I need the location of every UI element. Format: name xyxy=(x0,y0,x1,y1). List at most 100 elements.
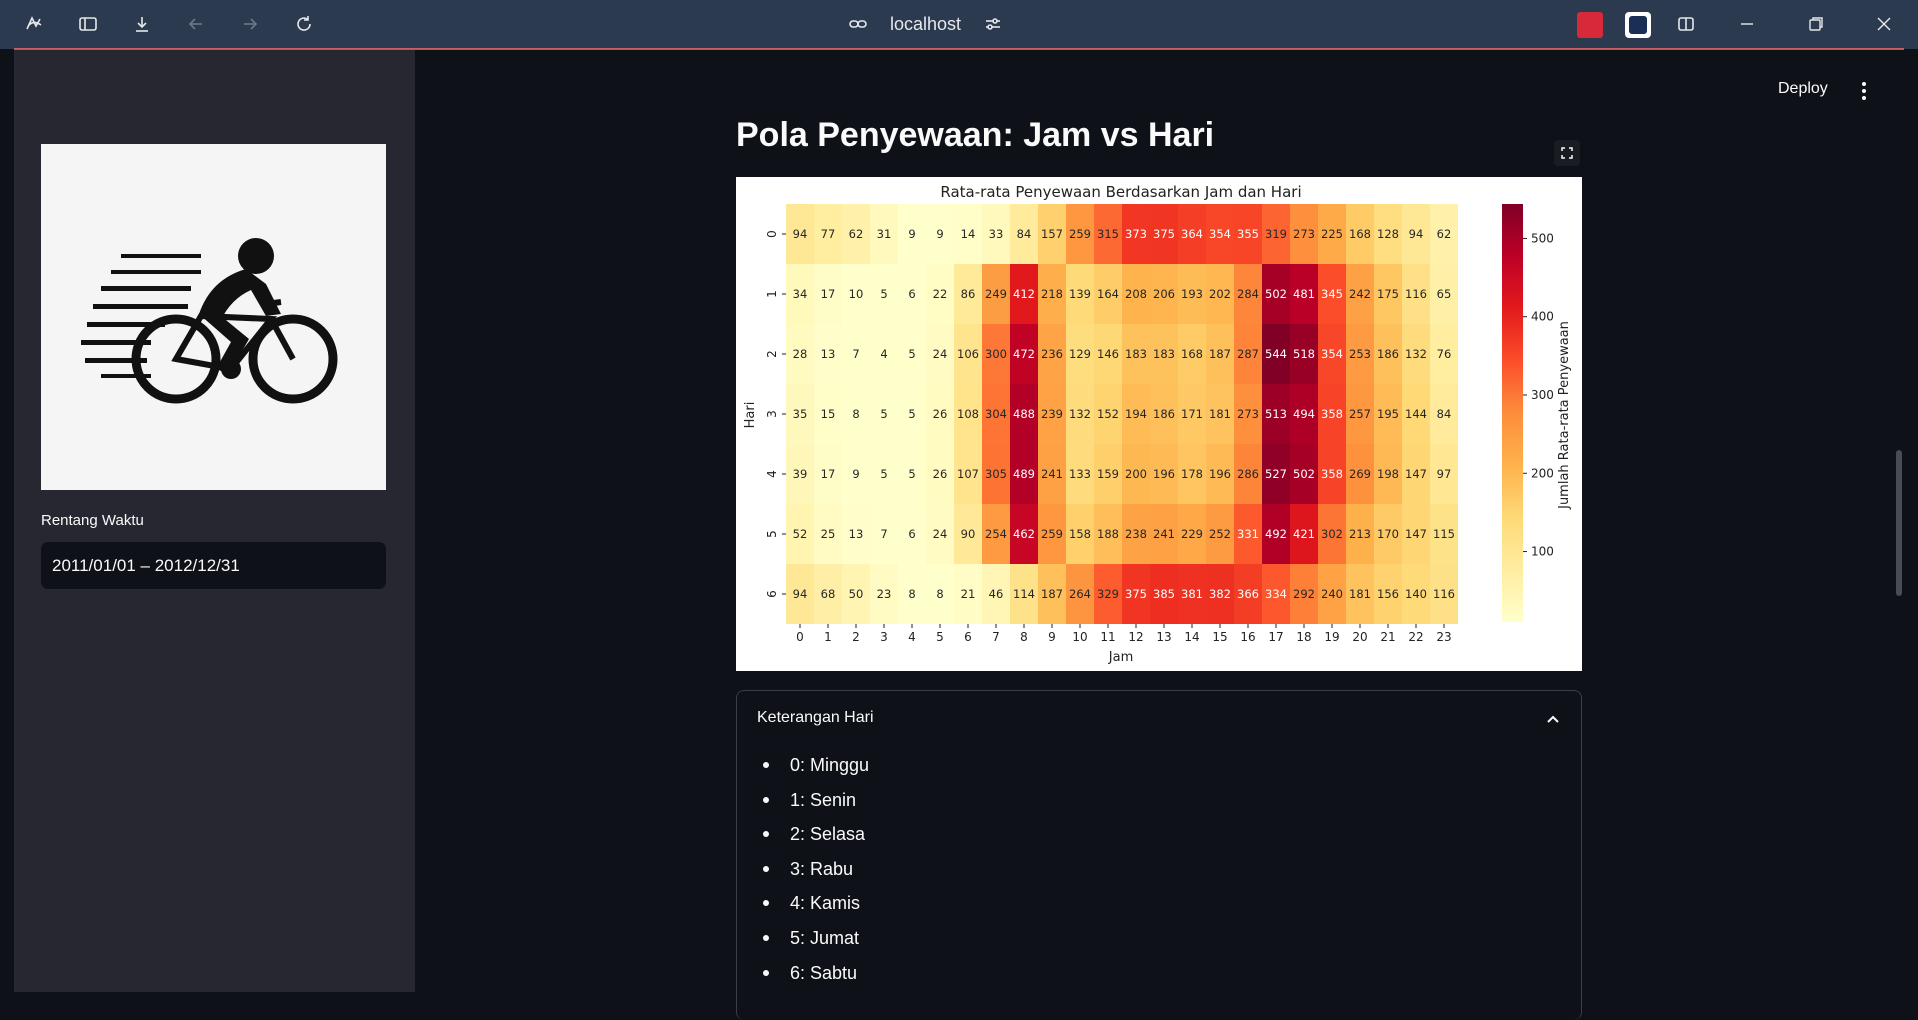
cell-value-label: 502 xyxy=(1293,467,1315,481)
heatmap-cell xyxy=(786,504,814,564)
heatmap-cell xyxy=(870,264,898,324)
forward-icon[interactable] xyxy=(236,10,264,38)
cell-value-label: 77 xyxy=(821,227,836,241)
extension-dark-icon[interactable] xyxy=(1625,12,1651,38)
cell-value-label: 329 xyxy=(1097,587,1119,601)
heatmap-cell xyxy=(982,324,1010,384)
cell-value-label: 544 xyxy=(1265,347,1287,361)
heatmap-cell xyxy=(1290,384,1318,444)
heatmap-cell xyxy=(1318,204,1346,264)
heatmap-cell xyxy=(1122,504,1150,564)
cell-value-label: 4 xyxy=(880,347,887,361)
cell-value-label: 358 xyxy=(1321,407,1343,421)
heatmap-cell xyxy=(1234,264,1262,324)
x-tick-label: 3 xyxy=(880,630,888,644)
sidebar-toggle-icon[interactable] xyxy=(74,10,102,38)
cell-value-label: 194 xyxy=(1125,407,1147,421)
heatmap-cell xyxy=(954,204,982,264)
loading-accent-line xyxy=(14,48,1904,50)
cell-value-label: 168 xyxy=(1181,347,1203,361)
heatmap-cell xyxy=(1290,264,1318,324)
cell-value-label: 5 xyxy=(880,287,887,301)
cell-value-label: 108 xyxy=(957,407,979,421)
heatmap-cell xyxy=(1122,324,1150,384)
reload-icon[interactable] xyxy=(290,10,318,38)
cell-value-label: 17 xyxy=(821,467,836,481)
heatmap-cell xyxy=(1402,324,1430,384)
url-text[interactable]: localhost xyxy=(890,13,962,34)
heatmap-cell xyxy=(1010,504,1038,564)
heatmap-cell xyxy=(954,264,982,324)
cell-value-label: 7 xyxy=(852,347,859,361)
heatmap-cell xyxy=(1430,264,1458,324)
cell-value-label: 9 xyxy=(852,467,859,481)
cell-value-label: 241 xyxy=(1041,467,1063,481)
main-menu-icon[interactable] xyxy=(1854,80,1874,102)
extension-red-icon[interactable] xyxy=(1577,12,1603,38)
cell-value-label: 5 xyxy=(908,407,915,421)
cell-value-label: 94 xyxy=(793,587,808,601)
heatmap-cell xyxy=(1290,444,1318,504)
cell-value-label: 10 xyxy=(849,287,864,301)
heatmap-cell xyxy=(954,324,982,384)
cell-value-label: 373 xyxy=(1125,227,1147,241)
heatmap-cell xyxy=(870,444,898,504)
heatmap-cell xyxy=(1094,324,1122,384)
cell-value-label: 502 xyxy=(1265,287,1287,301)
heatmap-cell xyxy=(1234,324,1262,384)
date-range-label: Rentang Waktu xyxy=(41,512,144,529)
cell-value-label: 97 xyxy=(1437,467,1452,481)
heatmap-cell xyxy=(1318,324,1346,384)
browser-logo-icon[interactable] xyxy=(20,10,48,38)
cell-value-label: 24 xyxy=(933,527,948,541)
cell-value-label: 147 xyxy=(1405,527,1427,541)
chevron-up-icon[interactable] xyxy=(1543,709,1563,729)
date-range-input[interactable]: 2011/01/01 – 2012/12/31 xyxy=(41,542,386,589)
cell-value-label: 13 xyxy=(821,347,836,361)
heatmap-cell xyxy=(1234,444,1262,504)
close-icon[interactable] xyxy=(1864,10,1904,38)
heatmap-cell xyxy=(1346,384,1374,444)
browser-toolbar: localhost xyxy=(0,0,1918,49)
heatmap-cell xyxy=(842,324,870,384)
heatmap-cell xyxy=(1150,264,1178,324)
expander-title[interactable]: Keterangan Hari xyxy=(757,709,874,726)
cell-value-label: 116 xyxy=(1405,287,1427,301)
heatmap-cell xyxy=(1290,324,1318,384)
split-view-icon[interactable] xyxy=(1672,10,1700,38)
heatmap-cell xyxy=(786,564,814,624)
cell-value-label: 114 xyxy=(1013,587,1035,601)
heatmap-cell xyxy=(1038,384,1066,444)
cell-value-label: 34 xyxy=(793,287,808,301)
fullscreen-icon[interactable] xyxy=(1554,140,1580,166)
heatmap-cell xyxy=(1178,564,1206,624)
address-bar[interactable]: localhost xyxy=(848,8,1003,40)
cell-value-label: 13 xyxy=(849,527,864,541)
heatmap-cell xyxy=(982,384,1010,444)
site-settings-icon[interactable] xyxy=(983,14,1003,34)
heatmap-cell xyxy=(926,204,954,264)
x-tick-label: 23 xyxy=(1436,630,1451,644)
download-icon[interactable] xyxy=(128,10,156,38)
heatmap-cell xyxy=(1094,204,1122,264)
cell-value-label: 132 xyxy=(1405,347,1427,361)
cell-value-label: 31 xyxy=(877,227,892,241)
restore-icon[interactable] xyxy=(1796,10,1836,38)
deploy-button[interactable]: Deploy xyxy=(1778,80,1828,97)
cyclist-logo xyxy=(41,144,386,490)
minimize-icon[interactable] xyxy=(1727,10,1767,38)
cell-value-label: 300 xyxy=(985,347,1007,361)
x-tick-label: 10 xyxy=(1072,630,1087,644)
heatmap-cell xyxy=(1150,444,1178,504)
cell-value-label: 241 xyxy=(1153,527,1175,541)
back-icon[interactable] xyxy=(182,10,210,38)
colorbar-tick-label: 300 xyxy=(1531,388,1554,402)
cell-value-label: 269 xyxy=(1349,467,1371,481)
cell-value-label: 381 xyxy=(1181,587,1203,601)
page-scrollbar[interactable] xyxy=(1896,450,1902,596)
heatmap-cell xyxy=(870,564,898,624)
heatmap-cell xyxy=(1290,564,1318,624)
cell-value-label: 273 xyxy=(1293,227,1315,241)
day-legend-expander[interactable]: Keterangan Hari 0: Minggu 1: Senin 2: Se… xyxy=(736,690,1582,1020)
cell-value-label: 319 xyxy=(1265,227,1287,241)
